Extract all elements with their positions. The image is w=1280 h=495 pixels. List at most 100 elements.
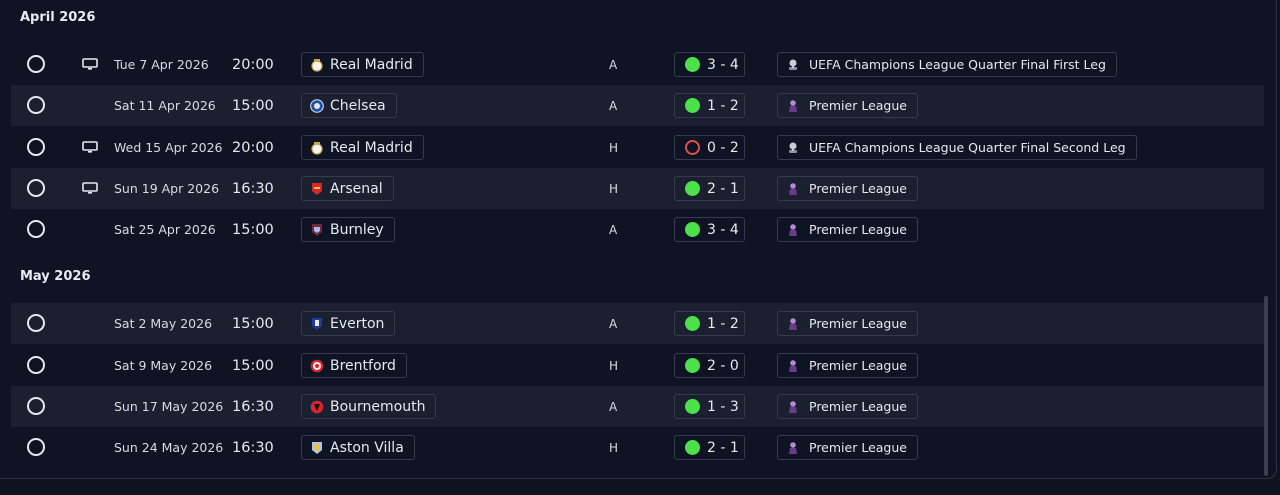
kickoff-time: 15:00 bbox=[232, 221, 274, 238]
opponent-button[interactable]: Real Madrid bbox=[301, 52, 424, 77]
fixture-row[interactable]: Sat 2 May 2026 15:00 Everton A 1 - 2 Premier … bbox=[11, 303, 1264, 344]
opponent-name: Brentford bbox=[330, 357, 396, 374]
opponent-name: Real Madrid bbox=[330, 56, 413, 73]
competition-button[interactable]: Premier League bbox=[777, 394, 918, 419]
competition-button[interactable]: Premier League bbox=[777, 93, 918, 118]
opponent-name: Arsenal bbox=[330, 180, 383, 197]
arsenal-crest bbox=[310, 182, 324, 196]
win-dot-icon bbox=[685, 316, 700, 331]
real-madrid-crest bbox=[310, 58, 324, 72]
result-button[interactable]: 3 - 4 bbox=[674, 52, 745, 77]
premier-league-icon bbox=[786, 223, 800, 237]
opponent-button[interactable]: Chelsea bbox=[301, 93, 397, 118]
select-radio[interactable] bbox=[27, 356, 45, 374]
score: 1 - 2 bbox=[707, 97, 739, 114]
select-radio[interactable] bbox=[27, 220, 45, 238]
loss-ring-icon bbox=[685, 140, 700, 155]
select-radio[interactable] bbox=[27, 179, 45, 197]
competition-name: Premier League bbox=[809, 316, 907, 331]
opponent-name: Bournemouth bbox=[330, 398, 426, 415]
score: 3 - 4 bbox=[707, 56, 739, 73]
kickoff-time: 15:00 bbox=[232, 315, 274, 332]
competition-button[interactable]: UEFA Champions League Quarter Final Seco… bbox=[777, 135, 1137, 160]
fixture-row[interactable]: Sat 25 Apr 2026 15:00 Burnley A 3 - 4 Premier… bbox=[11, 209, 1264, 250]
fixture-date: Sat 2 May 2026 bbox=[114, 316, 213, 331]
result-button[interactable]: 2 - 1 bbox=[674, 176, 745, 201]
win-dot-icon bbox=[685, 181, 700, 196]
result-button[interactable]: 2 - 0 bbox=[674, 353, 745, 378]
premier-league-icon bbox=[786, 317, 800, 331]
fixture-row[interactable]: Sun 17 May 2026 16:30 Bournemouth A 1 - 3 Pre… bbox=[11, 386, 1264, 427]
competition-name: Premier League bbox=[809, 181, 907, 196]
aston-villa-crest bbox=[310, 441, 324, 455]
venue: H bbox=[609, 181, 619, 196]
opponent-name: Real Madrid bbox=[330, 139, 413, 156]
fixture-row[interactable]: Sun 19 Apr 2026 16:30 Arsenal H 2 - 1 Premier… bbox=[11, 168, 1264, 209]
fixture-date: Sun 19 Apr 2026 bbox=[114, 181, 220, 196]
fixture-row[interactable]: Wed 15 Apr 2026 20:00 Real Madrid H 0 - 2 UEF… bbox=[11, 127, 1264, 168]
real-madrid-crest bbox=[310, 141, 324, 155]
select-radio[interactable] bbox=[27, 397, 45, 415]
select-radio[interactable] bbox=[27, 96, 45, 114]
month-header-april: April 2026 bbox=[20, 10, 96, 25]
burnley-crest bbox=[310, 223, 324, 237]
win-dot-icon bbox=[685, 98, 700, 113]
score: 2 - 0 bbox=[707, 357, 739, 374]
competition-button[interactable]: UEFA Champions League Quarter Final Firs… bbox=[777, 52, 1117, 77]
premier-league-icon bbox=[786, 400, 800, 414]
result-button[interactable]: 1 - 2 bbox=[674, 93, 745, 118]
score: 2 - 1 bbox=[707, 439, 739, 456]
premier-league-icon bbox=[786, 182, 800, 196]
opponent-button[interactable]: Real Madrid bbox=[301, 135, 424, 160]
score: 3 - 4 bbox=[707, 221, 739, 238]
score: 2 - 1 bbox=[707, 180, 739, 197]
opponent-button[interactable]: Bournemouth bbox=[301, 394, 437, 419]
result-button[interactable]: 3 - 4 bbox=[674, 217, 745, 242]
venue: A bbox=[609, 57, 618, 72]
competition-button[interactable]: Premier League bbox=[777, 217, 918, 242]
select-radio[interactable] bbox=[27, 314, 45, 332]
fixture-date: Wed 15 Apr 2026 bbox=[114, 140, 223, 155]
select-radio[interactable] bbox=[27, 55, 45, 73]
competition-name: Premier League bbox=[809, 222, 907, 237]
tv-icon bbox=[82, 141, 98, 154]
fixture-date: Sat 9 May 2026 bbox=[114, 358, 213, 373]
month-header-may: May 2026 bbox=[20, 269, 91, 284]
competition-button[interactable]: Premier League bbox=[777, 176, 918, 201]
opponent-name: Burnley bbox=[330, 221, 384, 238]
chelsea-crest bbox=[310, 98, 324, 113]
score: 0 - 2 bbox=[707, 139, 739, 156]
select-radio[interactable] bbox=[27, 138, 45, 156]
opponent-button[interactable]: Everton bbox=[301, 311, 396, 336]
opponent-name: Everton bbox=[330, 315, 385, 332]
kickoff-time: 15:00 bbox=[232, 357, 274, 374]
fixture-row[interactable]: Sat 9 May 2026 15:00 Brentford H 2 - 0 Premie… bbox=[11, 345, 1264, 386]
fixture-row[interactable]: Sat 11 Apr 2026 15:00 Chelsea A 1 - 2 Premier… bbox=[11, 85, 1264, 126]
competition-name: Premier League bbox=[809, 440, 907, 455]
select-radio[interactable] bbox=[27, 438, 45, 456]
competition-button[interactable]: Premier League bbox=[777, 311, 918, 336]
result-button[interactable]: 0 - 2 bbox=[674, 135, 745, 160]
win-dot-icon bbox=[685, 399, 700, 414]
competition-button[interactable]: Premier League bbox=[777, 435, 918, 460]
opponent-button[interactable]: Burnley bbox=[301, 217, 395, 242]
venue: H bbox=[609, 440, 619, 455]
opponent-button[interactable]: Brentford bbox=[301, 353, 407, 378]
fixture-row[interactable]: Tue 7 Apr 2026 20:00 Real Madrid A 3 - 4 UEFA… bbox=[11, 44, 1264, 85]
result-button[interactable]: 1 - 3 bbox=[674, 394, 745, 419]
kickoff-time: 20:00 bbox=[232, 139, 274, 156]
competition-button[interactable]: Premier League bbox=[777, 353, 918, 378]
scrollbar[interactable] bbox=[1264, 296, 1268, 476]
kickoff-time: 16:30 bbox=[232, 398, 274, 415]
competition-name: UEFA Champions League Quarter Final Seco… bbox=[809, 140, 1126, 155]
fixture-date: Sun 24 May 2026 bbox=[114, 440, 224, 455]
fixture-date: Tue 7 Apr 2026 bbox=[114, 57, 209, 72]
result-button[interactable]: 2 - 1 bbox=[674, 435, 745, 460]
result-button[interactable]: 1 - 2 bbox=[674, 311, 745, 336]
brentford-crest bbox=[310, 359, 324, 373]
opponent-button[interactable]: Aston Villa bbox=[301, 435, 415, 460]
win-dot-icon bbox=[685, 57, 700, 72]
premier-league-icon bbox=[786, 359, 800, 373]
fixture-row[interactable]: Sun 24 May 2026 16:30 Aston Villa H 2 - 1 Pre… bbox=[11, 427, 1264, 468]
opponent-button[interactable]: Arsenal bbox=[301, 176, 394, 201]
